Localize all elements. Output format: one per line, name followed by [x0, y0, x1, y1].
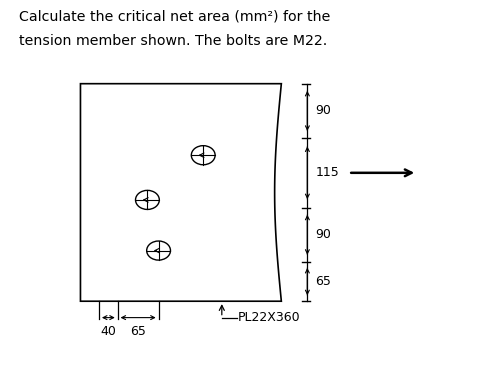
Text: 65: 65	[130, 325, 146, 337]
Text: tension member shown. The bolts are M22.: tension member shown. The bolts are M22.	[19, 34, 327, 48]
Polygon shape	[81, 84, 281, 301]
Text: 90: 90	[315, 104, 331, 117]
Text: 65: 65	[315, 275, 331, 288]
Text: 115: 115	[315, 166, 339, 179]
Text: 90: 90	[315, 228, 331, 241]
Text: 40: 40	[100, 325, 116, 337]
Text: Calculate the critical net area (mm²) for the: Calculate the critical net area (mm²) fo…	[19, 10, 331, 24]
Text: PL22X360: PL22X360	[238, 311, 300, 324]
